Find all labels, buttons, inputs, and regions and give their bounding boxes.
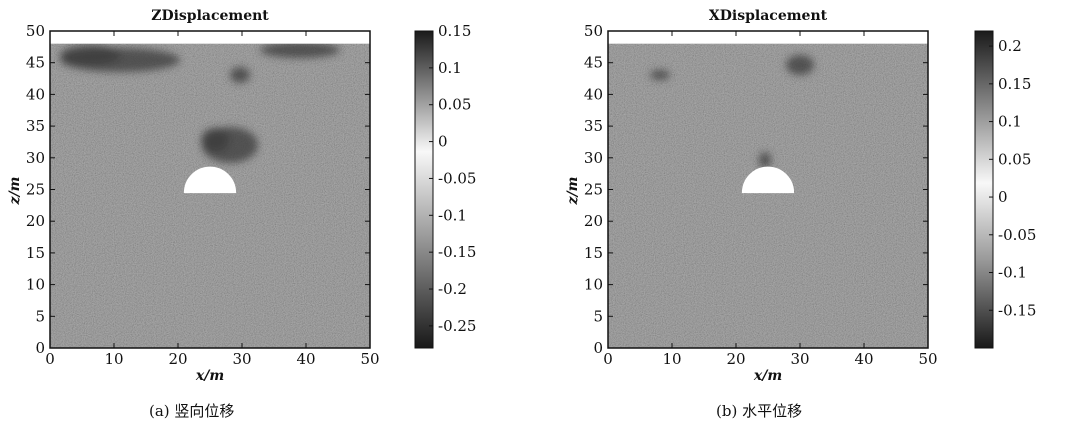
y-tick-label: 5: [593, 307, 603, 325]
y-tick-label: 45: [26, 54, 45, 72]
y-tick-label: 5: [35, 307, 45, 325]
y-tick-label: 0: [35, 339, 45, 357]
colorbar-tick-label: 0.15: [998, 75, 1031, 93]
x-tick-label: 40: [296, 350, 315, 368]
y-tick-label: 40: [584, 85, 603, 103]
y-tick-label: 40: [26, 85, 45, 103]
y-tick-label: 20: [26, 212, 45, 230]
y-tick-label: 0: [593, 339, 603, 357]
x-axis-label: x/m: [195, 368, 224, 384]
displacement-zone-0: [786, 55, 814, 75]
x-tick-label: 50: [918, 350, 937, 368]
colorbar-tick-label: 0: [438, 133, 448, 151]
colorbar-tick-label: -0.15: [438, 243, 476, 261]
air-band: [608, 31, 928, 44]
displacement-zone-1: [201, 128, 229, 152]
colorbar-tick-label: 0.2: [998, 37, 1022, 55]
y-tick-label: 15: [26, 244, 45, 262]
displacement-zone-3: [60, 45, 120, 65]
x-tick-label: 0: [603, 350, 613, 368]
colorbar-tick-label: -0.1: [998, 264, 1027, 282]
y-axis-label: z/m: [7, 177, 23, 206]
colorbar-tick-label: 0.1: [998, 113, 1022, 131]
y-tick-label: 15: [584, 244, 603, 262]
air-band: [50, 31, 370, 44]
x-tick-label: 10: [104, 350, 123, 368]
x-tick-label: 10: [662, 350, 681, 368]
x-axis-label: x/m: [753, 368, 782, 384]
x-tick-label: 40: [854, 350, 873, 368]
y-tick-label: 10: [26, 276, 45, 294]
colorbar-tick-label: 0.1: [438, 59, 462, 77]
x-tick-label: 20: [168, 350, 187, 368]
colorbar: [414, 30, 434, 349]
x-tick-label: 30: [232, 350, 251, 368]
colorbar-tick-label: 0.05: [998, 150, 1031, 168]
tunnel-cavity: [741, 166, 795, 194]
colorbar-tick-label: -0.05: [438, 169, 476, 187]
y-tick-label: 45: [584, 54, 603, 72]
panel-zdisplacement: ZDisplacement 0 10 20 30 40 50 0 5 10 15 20 25 30 35 40…: [7, 8, 476, 384]
y-tick-label: 25: [26, 181, 45, 199]
colorbar-tick-label: 0: [998, 188, 1008, 206]
y-tick-label: 50: [26, 22, 45, 40]
y-tick-label: 20: [584, 212, 603, 230]
displacement-zones: [650, 55, 814, 168]
y-tick-label: 25: [584, 181, 603, 199]
colorbar-tick-label: -0.05: [998, 226, 1036, 244]
caption-b: (b) 水平位移: [716, 402, 803, 420]
y-tick-label: 50: [584, 22, 603, 40]
colorbar-tick-label: -0.15: [998, 301, 1036, 319]
colorbar-tick-label: 0.15: [438, 22, 471, 40]
y-tick-label: 35: [26, 117, 45, 135]
displacement-zones: [60, 42, 340, 163]
colorbar-tick-label: 0.05: [438, 96, 471, 114]
displacement-zone-4: [230, 67, 250, 83]
chart-title: XDisplacement: [709, 8, 828, 24]
colorbar-tick-label: -0.25: [438, 317, 476, 335]
tunnel-cavity: [183, 166, 237, 194]
colorbar-tick-label: -0.2: [438, 280, 467, 298]
y-tick-label: 30: [26, 149, 45, 167]
chart-title: ZDisplacement: [151, 8, 269, 24]
x-tick-label: 20: [726, 350, 745, 368]
colorbar: [974, 30, 994, 349]
x-tick-label: 30: [790, 350, 809, 368]
y-tick-label: 35: [584, 117, 603, 135]
y-axis-label: z/m: [565, 177, 581, 206]
colorbar-tick-label: -0.1: [438, 206, 467, 224]
caption-a: (a) 竖向位移: [149, 402, 235, 420]
displacement-zone-5: [260, 42, 340, 58]
displacement-zone-1: [650, 70, 670, 80]
panel-xdisplacement: XDisplacement 0 10 20 30 40 50 0 5 10 15 20 25 30 35 40…: [565, 8, 1036, 384]
y-tick-label: 30: [584, 149, 603, 167]
x-tick-label: 50: [360, 350, 379, 368]
displacement-zone-2: [759, 152, 771, 168]
y-tick-label: 10: [584, 276, 603, 294]
x-tick-label: 0: [45, 350, 55, 368]
